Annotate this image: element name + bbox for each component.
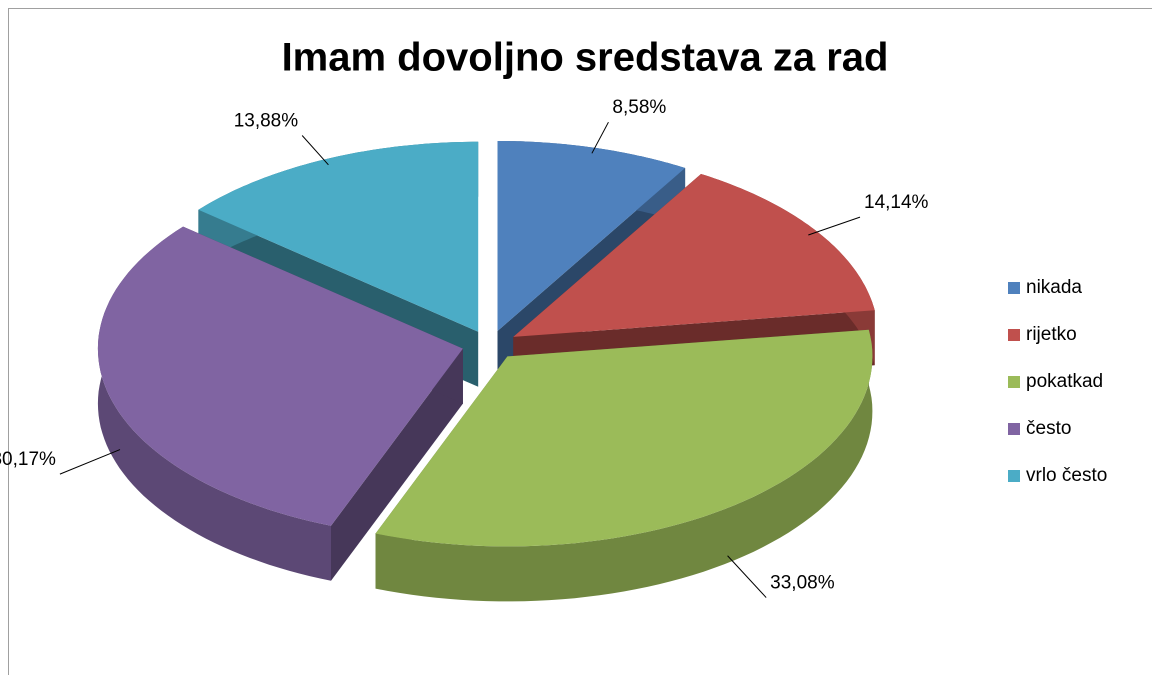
- slice-top: [513, 174, 875, 337]
- leader-line: [59, 449, 121, 475]
- slice-wall: [375, 329, 873, 602]
- slice-top: [198, 141, 479, 332]
- leader-line: [301, 135, 329, 166]
- data-label: 8,58%: [612, 97, 666, 118]
- legend-label: pokatkad: [1026, 371, 1103, 392]
- slice: [375, 329, 873, 602]
- legend-swatch: [1008, 376, 1020, 388]
- slice-top: [497, 141, 686, 331]
- slice-wall: [97, 226, 332, 581]
- slice: [97, 226, 463, 581]
- data-label: 13,88%: [234, 111, 299, 132]
- data-label: 30,17%: [0, 449, 56, 470]
- data-label: 14,14%: [864, 192, 929, 213]
- legend-swatch: [1008, 470, 1020, 482]
- leader-line: [808, 216, 861, 236]
- chart-title: Imam dovoljno sredstava za rad: [282, 36, 889, 80]
- leader-line: [591, 121, 609, 154]
- legend-swatch: [1008, 329, 1020, 341]
- data-label: 33,08%: [770, 573, 835, 594]
- legend-label: nikada: [1026, 277, 1082, 298]
- legend-label: rijetko: [1026, 324, 1077, 345]
- slice-top: [375, 329, 873, 547]
- legend-swatch: [1008, 423, 1020, 435]
- chart-border: [8, 8, 1152, 675]
- leader-line: [727, 555, 767, 598]
- legend-swatch: [1008, 282, 1020, 294]
- slice-side: [331, 348, 463, 581]
- legend-label: često: [1026, 418, 1071, 439]
- slice-top: [97, 226, 463, 526]
- legend-label: vrlo često: [1026, 465, 1107, 486]
